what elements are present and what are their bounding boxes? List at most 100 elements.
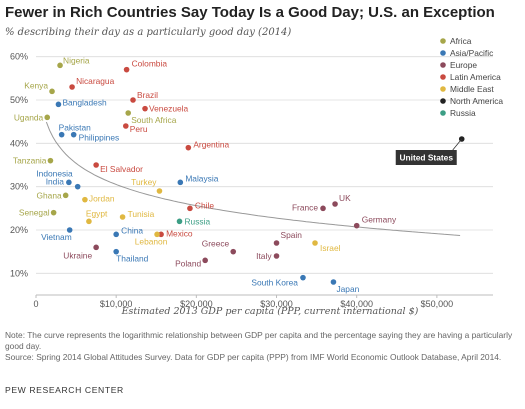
x-tick-label: $40,000	[340, 299, 373, 309]
label-france: France	[292, 202, 318, 212]
label-thailand: Thailand	[116, 254, 148, 264]
point-philippines	[70, 131, 77, 138]
legend-swatch-latin-america	[440, 74, 446, 80]
point-russia	[176, 218, 183, 225]
point-south-africa	[125, 110, 132, 116]
label-tunisia: Tunisia	[128, 209, 155, 219]
label-senegal: Senegal	[19, 208, 50, 218]
point-indonesia	[74, 183, 81, 190]
legend-label-latin-america: Latin America	[450, 72, 501, 82]
label-indonesia: Indonesia	[36, 169, 73, 179]
point-el-salvador	[93, 162, 99, 168]
legend-label-middle-east: Middle East	[450, 84, 494, 94]
x-tick-label: $30,000	[260, 299, 293, 309]
y-tick-label: 10%	[10, 268, 28, 278]
point-germany	[353, 222, 360, 229]
label-bangladesh: Bangladesh	[62, 97, 107, 107]
point-italy	[273, 253, 280, 259]
y-tick-label: 30%	[10, 182, 28, 192]
callout-box	[395, 150, 457, 165]
legend-swatch-africa	[440, 38, 446, 44]
point-israel	[312, 240, 318, 246]
label-uk: UK	[339, 193, 351, 203]
point-mexico	[158, 231, 164, 238]
point-india	[66, 179, 72, 186]
label-mexico: Mexico	[166, 228, 193, 238]
label-venezuela: Venezuela	[149, 104, 188, 114]
x-tick-label: $10,000	[100, 299, 133, 309]
label-malaysia: Malaysia	[185, 173, 218, 183]
label-ukraine: Ukraine	[63, 250, 92, 260]
x-axis-ticks: 0 $10,000 $20,000 $30,000 $40,000 $50,000	[33, 295, 453, 309]
label-ghana: Ghana	[37, 190, 62, 200]
chart-note: Note: The curve represents the logarithm…	[5, 330, 520, 363]
source-text: Source: Spring 2014 Global Attitudes Sur…	[5, 352, 502, 362]
x-tick-label: $20,000	[180, 299, 213, 309]
point-egypt	[86, 218, 92, 225]
label-tanzania: Tanzania	[13, 156, 47, 166]
label-turkey: Turkey	[131, 177, 157, 187]
label-germany: Germany	[362, 215, 397, 225]
legend-label-africa: Africa	[450, 36, 472, 46]
label-argentina: Argentina	[193, 140, 229, 150]
point-peru	[122, 123, 129, 129]
label-china: China	[121, 225, 143, 235]
label-greece: Greece	[202, 239, 230, 249]
point-tunisia	[119, 214, 126, 220]
label-india: India	[46, 176, 65, 186]
point-tanzania	[47, 157, 54, 164]
point-colombia	[123, 66, 130, 73]
point-ukraine	[93, 244, 99, 251]
label-vietnam: Vietnam	[41, 232, 72, 242]
legend-label-north-america: North America	[450, 96, 503, 106]
y-tick-label: 60%	[10, 52, 28, 62]
chart-subtitle: % describing their day as a particularly…	[5, 27, 292, 38]
legend-swatch-north-america	[440, 98, 446, 104]
point-brazil	[130, 97, 136, 103]
label-japan: Japan	[336, 284, 359, 294]
label-nigeria: Nigeria	[63, 55, 90, 65]
point-uganda	[44, 114, 51, 121]
point-france	[320, 205, 326, 212]
organization-credit: PEW RESEARCH CENTER	[5, 385, 124, 395]
label-kenya: Kenya	[24, 80, 48, 90]
y-tick-label: 20%	[10, 225, 28, 235]
label-italy: Italy	[256, 251, 272, 261]
legend-swatch-middle-east	[440, 86, 446, 92]
label-uganda: Uganda	[14, 112, 44, 122]
label-brazil: Brazil	[137, 90, 158, 100]
y-gridlines	[36, 56, 493, 296]
x-axis-label: Estimated 2013 GDP per capita (PPP, curr…	[121, 306, 419, 317]
y-tick-label: 40%	[10, 138, 28, 148]
legend-label-russia: Russia	[450, 108, 476, 118]
note-text: Note: The curve represents the logarithm…	[5, 330, 513, 351]
label-jordan: Jordan	[89, 194, 115, 204]
point-uk	[332, 201, 338, 207]
point-pakistan	[58, 131, 65, 138]
point-ghana	[62, 192, 69, 199]
point-venezuela	[142, 105, 148, 112]
label-nicaragua: Nicaragua	[76, 76, 115, 86]
legend-label-asia-pacific: Asia/Pacific	[450, 48, 493, 58]
label-pakistan: Pakistan	[59, 123, 91, 133]
chart-title: Fewer in Rich Countries Say Today Is a G…	[5, 4, 495, 21]
callout-leader	[452, 138, 463, 151]
point-chile	[187, 205, 193, 212]
point-china	[113, 231, 119, 238]
label-egypt: Egypt	[86, 208, 108, 218]
point-thailand	[113, 248, 119, 255]
point-malaysia	[177, 179, 184, 186]
point-kenya	[49, 88, 55, 95]
label-south-africa: South Africa	[131, 115, 177, 125]
x-tick-label: 0	[33, 299, 38, 309]
legend-swatch-europe	[440, 62, 446, 68]
label-chile: Chile	[195, 200, 214, 210]
y-tick-label: 50%	[10, 95, 28, 105]
point-japan	[330, 279, 337, 285]
point-poland	[202, 257, 208, 264]
label-philippines: Philippines	[79, 133, 120, 143]
point-vietnam	[66, 227, 73, 233]
label-spain: Spain	[281, 230, 303, 240]
label-russia: Russia	[185, 216, 211, 226]
legend-swatch-asia-pacific	[440, 50, 446, 56]
